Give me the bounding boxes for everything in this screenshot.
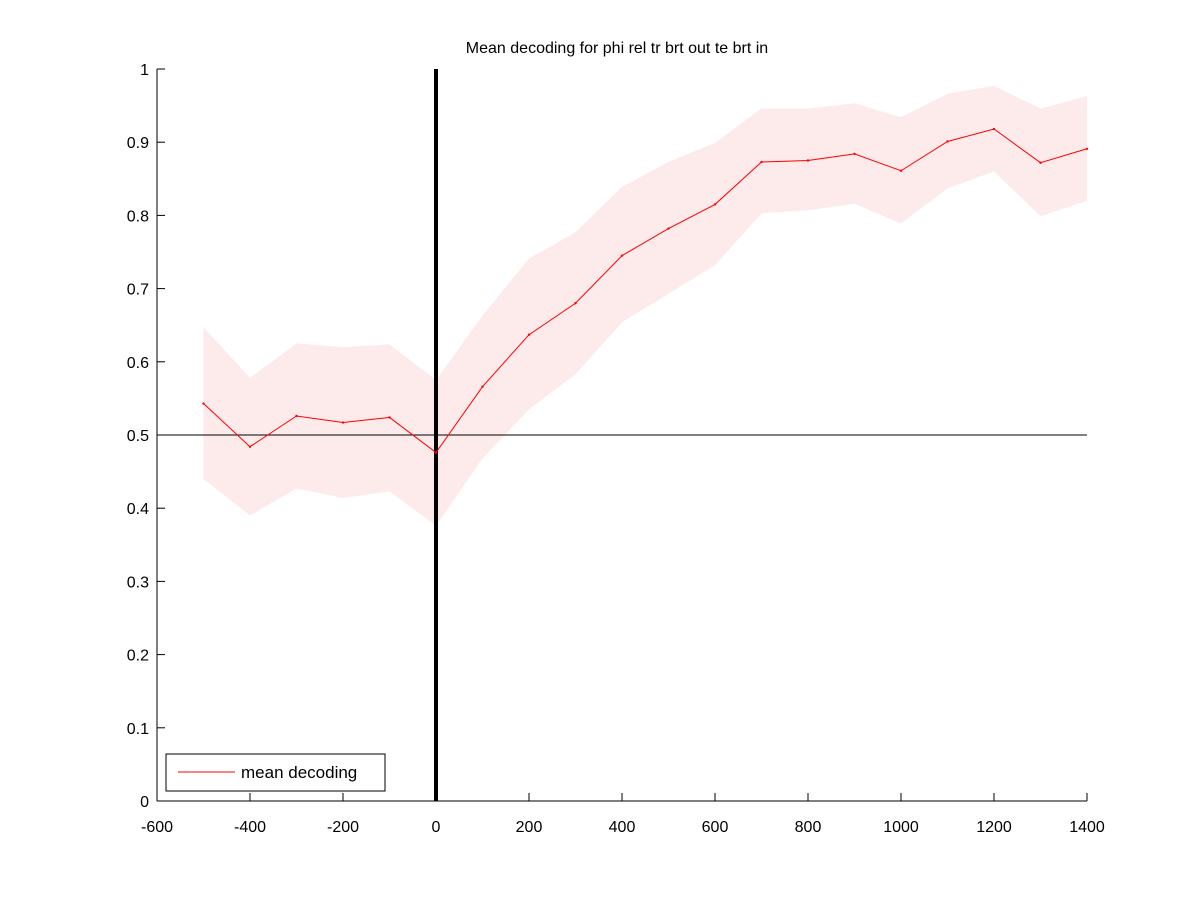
legend: mean decoding <box>165 753 386 792</box>
x-tick-label: -200 <box>327 819 359 836</box>
data-point <box>202 402 205 405</box>
data-point <box>1085 147 1089 150</box>
data-point <box>481 385 484 388</box>
data-point <box>295 414 298 418</box>
x-tick-label: -600 <box>141 819 173 836</box>
y-tick-label: 1 <box>140 62 149 79</box>
y-tick-label: 0.4 <box>127 501 149 518</box>
x-tick-label: 1400 <box>1069 819 1105 836</box>
chart-title: Mean decoding for phi rel tr brt out te … <box>466 40 768 57</box>
data-point <box>388 416 391 419</box>
y-tick-label: 0.1 <box>127 721 149 738</box>
data-point <box>667 227 670 230</box>
confidence-band-layer <box>203 85 1087 526</box>
data-point <box>527 333 531 336</box>
x-tick-label: 600 <box>702 819 729 836</box>
data-point <box>946 140 949 143</box>
x-tick-label: 0 <box>432 819 441 836</box>
x-tick-label: 400 <box>609 819 636 836</box>
x-tick-label: 200 <box>516 819 543 836</box>
data-point <box>853 152 856 156</box>
data-point <box>760 160 763 164</box>
data-point <box>574 302 577 305</box>
y-tick-label: 0 <box>140 794 149 811</box>
y-tick-label: 0.2 <box>127 648 149 665</box>
data-point <box>713 203 717 206</box>
data-point <box>1039 161 1042 164</box>
y-tick-label: 0.3 <box>127 574 149 591</box>
confidence-band-0 <box>203 85 1087 526</box>
data-point <box>434 451 438 454</box>
data-point <box>620 254 624 257</box>
data-point <box>341 421 345 424</box>
legend-label: mean decoding <box>241 763 357 782</box>
axes: -600 -400 -200 0 200 400 600 800 1000 1200 1400 0 0.… <box>127 62 1105 836</box>
series-line-mean-decoding <box>203 128 1088 454</box>
series-layer <box>202 127 1089 454</box>
x-tick-label: 1000 <box>883 819 919 836</box>
data-point <box>248 445 252 448</box>
y-tick-label: 0.6 <box>127 355 149 372</box>
y-tick-label: 0.9 <box>127 135 149 152</box>
x-tick-label: 1200 <box>976 819 1012 836</box>
data-point <box>899 169 903 172</box>
y-tick-label: 0.7 <box>127 282 149 299</box>
data-point <box>992 127 996 131</box>
y-tick-label: 0.8 <box>127 208 149 225</box>
y-tick-label: 0.5 <box>127 428 149 445</box>
reference-lines-layer <box>157 69 1087 801</box>
x-tick-label: -400 <box>234 819 266 836</box>
x-tick-label: 800 <box>795 819 822 836</box>
data-point <box>806 159 810 162</box>
